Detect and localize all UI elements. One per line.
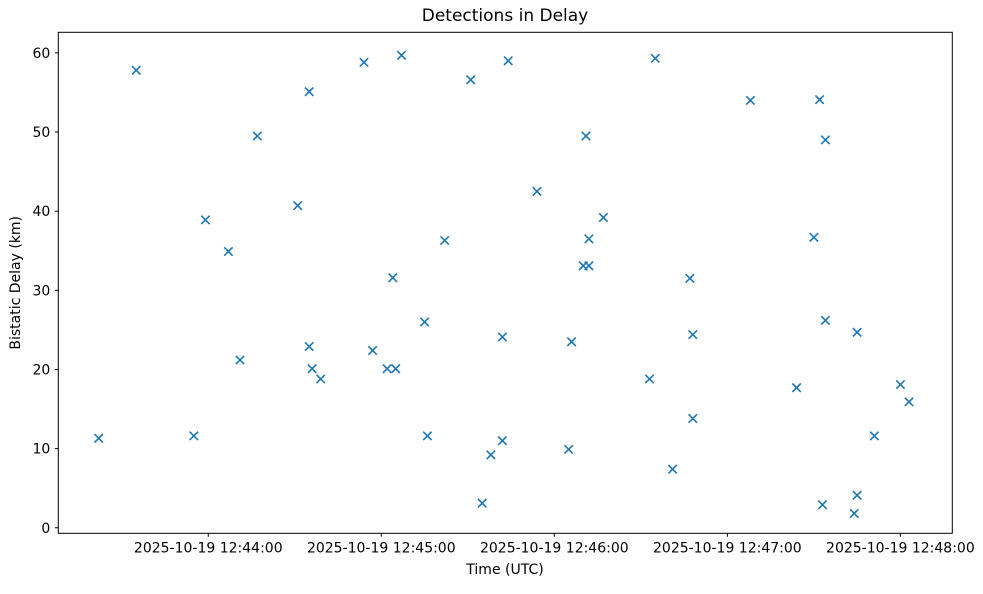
data-point-marker bbox=[131, 65, 141, 76]
data-point-marker bbox=[895, 379, 906, 390]
data-point-marker bbox=[486, 450, 496, 460]
y-axis-label: Bistatic Delay (km) bbox=[8, 216, 24, 350]
x-axis-label: Time (UTC) bbox=[465, 562, 543, 578]
y-tick-label: 0 bbox=[41, 521, 50, 537]
x-tick-label: 2025-10-19 12:46:00 bbox=[480, 540, 629, 556]
data-point-marker bbox=[422, 431, 433, 441]
data-point-marker bbox=[598, 212, 609, 223]
data-point-marker bbox=[465, 75, 476, 85]
data-point-marker bbox=[497, 435, 508, 446]
data-point-marker bbox=[235, 355, 245, 365]
data-point-marker bbox=[849, 508, 859, 519]
data-point-marker bbox=[650, 53, 661, 64]
data-point-marker bbox=[200, 215, 211, 225]
data-point-marker bbox=[304, 86, 314, 97]
data-point-marker bbox=[304, 341, 314, 352]
data-point-marker bbox=[390, 363, 401, 374]
data-point-marker bbox=[439, 235, 450, 246]
plot-frame bbox=[57, 31, 953, 534]
data-point-marker bbox=[644, 374, 655, 384]
data-point-marker bbox=[497, 332, 508, 342]
y-tick-label: 40 bbox=[32, 204, 50, 220]
x-tick-label: 2025-10-19 12:45:00 bbox=[307, 540, 456, 556]
data-point-marker bbox=[584, 261, 594, 271]
x-axis-ticks: 2025-10-19 12:44:00 2025-10-19 12:45:00 20… bbox=[134, 533, 975, 556]
x-tick-label: 2025-10-19 12:48:00 bbox=[826, 540, 975, 556]
data-point-marker bbox=[359, 57, 369, 68]
data-point-marker bbox=[581, 131, 591, 141]
x-tick-label: 2025-10-19 12:44:00 bbox=[134, 540, 283, 556]
data-point-marker bbox=[817, 500, 828, 510]
y-tick-label: 50 bbox=[32, 125, 50, 141]
data-point-marker bbox=[667, 464, 678, 474]
data-point-marker bbox=[503, 56, 513, 66]
data-point-marker bbox=[307, 363, 317, 374]
data-point-marker bbox=[745, 95, 756, 106]
data-point-marker bbox=[532, 186, 542, 197]
data-point-marker bbox=[814, 94, 825, 105]
data-point-marker bbox=[315, 374, 326, 384]
data-point-marker bbox=[688, 413, 698, 424]
data-point-marker bbox=[809, 232, 819, 243]
y-tick-label: 60 bbox=[32, 46, 50, 62]
y-tick-label: 20 bbox=[32, 362, 50, 378]
data-point-marker bbox=[688, 329, 698, 340]
data-point-marker bbox=[563, 444, 574, 455]
x-tick-label: 2025-10-19 12:47:00 bbox=[653, 540, 802, 556]
data-point-marker bbox=[685, 273, 695, 284]
plot-area bbox=[58, 32, 953, 534]
data-point-marker bbox=[419, 317, 430, 327]
data-point-marker bbox=[852, 327, 862, 338]
data-point-marker bbox=[791, 382, 802, 393]
data-point-marker bbox=[388, 272, 398, 283]
chart-title: Detections in Delay bbox=[422, 6, 589, 26]
data-point-marker bbox=[869, 431, 880, 441]
data-point-marker bbox=[189, 431, 199, 441]
y-tick-label: 30 bbox=[32, 283, 50, 299]
data-point-marker bbox=[93, 433, 104, 444]
data-point-marker bbox=[223, 246, 234, 257]
data-point-marker bbox=[292, 200, 303, 211]
data-point-marker bbox=[904, 397, 914, 407]
data-point-marker bbox=[367, 345, 378, 356]
data-point-marker bbox=[477, 498, 487, 508]
data-point-marker bbox=[852, 490, 862, 501]
data-point-marker bbox=[382, 363, 392, 374]
y-axis-ticks: 0 10 20 30 40 50 60 bbox=[32, 46, 59, 537]
data-point-marker bbox=[820, 135, 831, 145]
data-point-marker bbox=[820, 315, 831, 326]
data-point-marker bbox=[566, 337, 577, 347]
data-point-marker bbox=[252, 131, 263, 141]
data-point-marker bbox=[396, 50, 407, 61]
markers-layer bbox=[93, 50, 914, 519]
y-tick-label: 10 bbox=[32, 442, 50, 458]
data-point-marker bbox=[584, 234, 594, 244]
